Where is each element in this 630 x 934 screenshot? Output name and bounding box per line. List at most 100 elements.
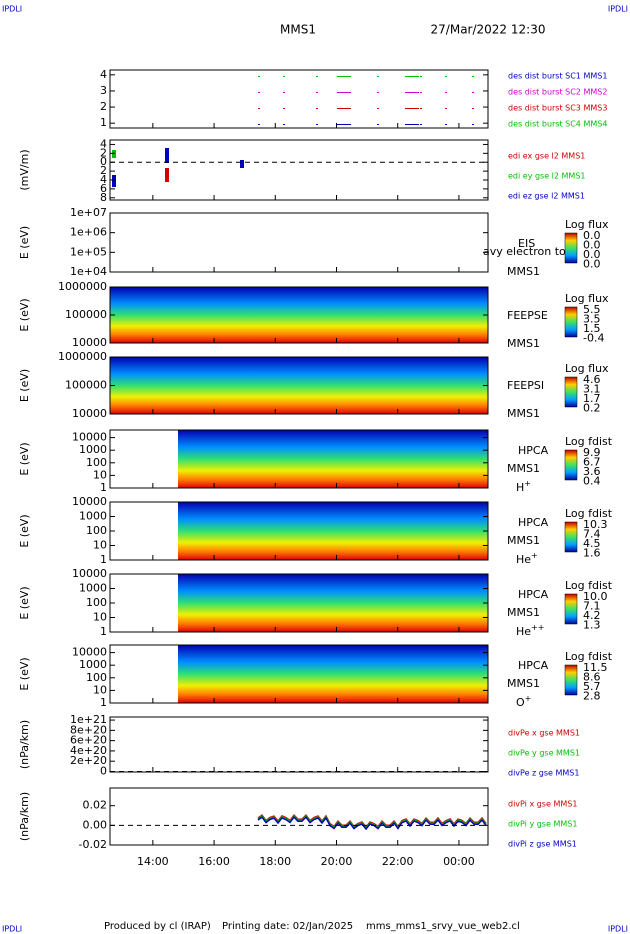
trace [472, 108, 474, 109]
colorbar-tick-label: 4.2 [583, 609, 601, 622]
trace [240, 160, 244, 168]
date: 27/Mar/2022 12:30 [431, 23, 546, 37]
trace [420, 92, 422, 93]
x-tick-label: 22:00 [382, 855, 414, 868]
legend-entry: edi ey gse l2 MMS1 [508, 172, 586, 181]
y-axis-label: (nPa/km) [18, 792, 31, 841]
y-tick-label: 10000 [72, 336, 107, 349]
colorbar-tick-label: 9.9 [583, 446, 601, 459]
legend-entry: divPe y gse MMS1 [508, 749, 580, 758]
y-tick-label: 10 [93, 611, 107, 624]
trace [283, 124, 285, 125]
instrument-label: FEEPSE [507, 309, 548, 322]
colorbar-tick-label: 2.8 [583, 690, 601, 703]
spectrogram [178, 502, 488, 560]
instrument-label: MMS1 [507, 462, 540, 475]
y-tick-label: 1e+07 [70, 206, 107, 219]
trace [112, 150, 116, 158]
instrument-label: HPCA [518, 516, 549, 529]
y-tick-label: 1e+04 [70, 265, 107, 278]
y-tick-label: 0.02 [83, 799, 108, 812]
y-tick-label: 10000 [72, 567, 107, 580]
trace [337, 124, 351, 125]
colorbar-tick-label: 1.5 [583, 322, 601, 335]
y-axis-label: E (eV) [18, 442, 31, 475]
trace [405, 76, 419, 77]
trace [377, 108, 379, 109]
colorbar-title: Log fdist [565, 435, 613, 448]
spacecraft: MMS1 [280, 23, 316, 37]
colorbar-tick-label: 7.4 [583, 528, 601, 541]
trace [405, 108, 419, 109]
trace [420, 108, 422, 109]
species-name: He [516, 625, 531, 638]
panel-frame [109, 139, 489, 201]
colorbar-tick-label: 1.6 [583, 547, 601, 560]
y-tick-label: 10000 [72, 407, 107, 420]
legend-entry: divPi x gse MMS1 [508, 800, 577, 809]
colorbar-tick-label: 11.5 [583, 661, 608, 674]
logo: IPDLI [608, 925, 628, 934]
y-tick-label: -0.02 [79, 838, 107, 851]
colorbar-tick-label: 4.5 [583, 537, 601, 550]
x-tick-label: 18:00 [259, 855, 291, 868]
spectrogram [178, 645, 488, 703]
y-tick-label: 100000 [65, 379, 107, 392]
y-axis-label: E (eV) [18, 514, 31, 547]
instrument-label: MMS1 [507, 265, 540, 278]
trace [165, 168, 169, 182]
trace [337, 108, 351, 109]
colorbar-tick-label: 10.0 [583, 590, 608, 603]
x-tick-label: 16:00 [198, 855, 230, 868]
instrument-label: MMS1 [507, 677, 540, 690]
legend-entry: des dist burst SC2 MMS2 [508, 88, 607, 97]
colorbar-tick-label: 3.1 [583, 383, 601, 396]
trace [420, 76, 422, 77]
spectrogram [110, 357, 488, 414]
species-charge: + [524, 479, 531, 488]
panel-frame [109, 716, 489, 773]
legend-entry: des dist burst SC3 MMS3 [508, 104, 607, 113]
y-tick-label: 3 [100, 84, 107, 97]
y-tick-label: 4 [100, 137, 107, 150]
y-tick-label: 0.00 [83, 818, 108, 831]
y-tick-label: 2e+20 [70, 754, 107, 767]
panel-frame [109, 212, 489, 273]
y-axis-label: E (eV) [18, 657, 31, 690]
y-tick-label: 1 [100, 116, 107, 129]
colorbar-tick-label: 0.0 [583, 248, 601, 261]
colorbar [564, 376, 578, 408]
panel-frame [109, 787, 489, 846]
instrument-label: FEEPSI [507, 379, 544, 392]
y-tick-label: 1 [100, 481, 107, 494]
footer-producer: Produced by cl (IRAP) [104, 921, 211, 932]
legend-entry: divPi z gse MMS1 [508, 840, 577, 849]
colorbar-tick-label: 0.0 [583, 229, 601, 242]
trace [257, 815, 487, 831]
trace [316, 76, 318, 77]
trace [377, 124, 379, 125]
panel-frame [109, 429, 489, 489]
colorbar-tick-label: 5.7 [583, 680, 601, 693]
trace [337, 92, 351, 93]
y-tick-label: 1000 [79, 658, 107, 671]
y-tick-label: 0 [100, 764, 107, 777]
colorbar-title: Log fdist [565, 507, 613, 520]
trace [472, 76, 474, 77]
x-tick-label: 00:00 [443, 855, 475, 868]
legend-entry: divPe z gse MMS1 [508, 769, 579, 778]
spectrogram [110, 287, 488, 343]
colorbar-tick-label: 0.2 [583, 402, 601, 415]
trace [316, 124, 318, 125]
footer-date: Printing date: 02/Jan/2025 [222, 921, 353, 932]
spectrogram [178, 430, 488, 488]
trace [445, 124, 447, 125]
trace [283, 108, 285, 109]
y-tick-label: 100 [86, 456, 107, 469]
y-tick-label: 2 [100, 164, 107, 177]
instrument-label: HPCA [518, 659, 549, 672]
colorbar [564, 449, 578, 481]
species-charge: + [525, 694, 532, 703]
y-tick-label: 4e+20 [70, 744, 107, 757]
